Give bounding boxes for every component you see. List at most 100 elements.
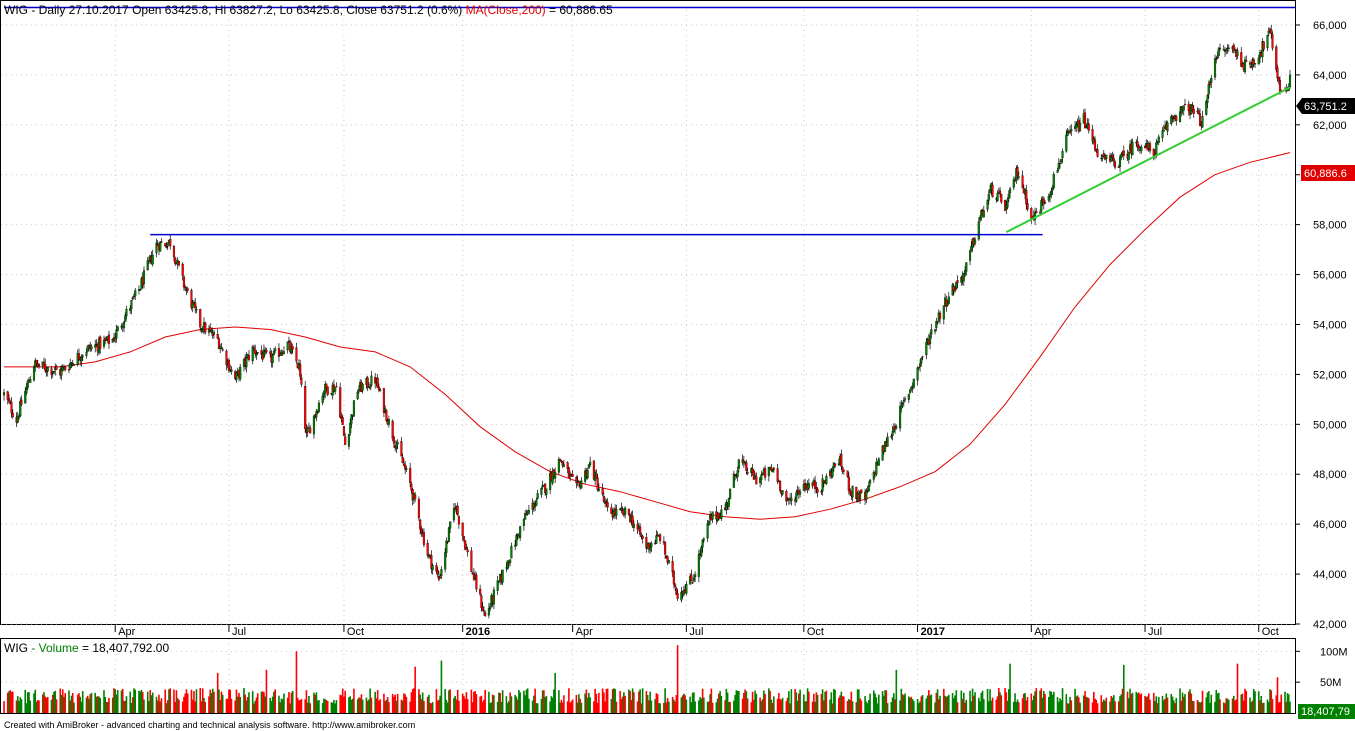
candle: [597, 483, 600, 492]
candle-body: [1091, 129, 1094, 142]
volume-header-symbol: WIG: [4, 641, 28, 655]
volume-bar: [1215, 689, 1218, 713]
volume-bar: [143, 699, 145, 713]
volume-bar: [445, 699, 448, 713]
volume-bar: [803, 694, 805, 713]
volume-bar: [426, 696, 429, 713]
candle-body: [676, 593, 679, 599]
candle-body: [1112, 158, 1115, 162]
candle-body: [859, 491, 862, 500]
volume-bar: [935, 692, 938, 713]
candle-body: [50, 368, 53, 375]
volume-bar: [544, 697, 546, 713]
volume-bar: [710, 688, 713, 713]
volume-bar: [326, 700, 329, 713]
candle-body: [1266, 34, 1269, 49]
candle-body: [934, 329, 937, 332]
volume-bar: [891, 697, 894, 713]
volume-bar: [550, 696, 553, 713]
candle-body: [729, 488, 732, 500]
volume-bar: [314, 694, 316, 713]
volume-bar: [1077, 697, 1080, 713]
candle-body: [595, 473, 598, 479]
volume-bar: [718, 693, 720, 713]
candle: [580, 477, 583, 489]
volume-bar: [348, 697, 350, 713]
candle-body: [645, 537, 648, 549]
volume-bar: [60, 694, 63, 713]
volume-bar: [944, 695, 946, 713]
candle-body: [334, 387, 337, 392]
volume-bar: [99, 698, 102, 713]
candle-body: [1205, 101, 1208, 115]
candle: [831, 466, 834, 479]
volume-bar: [851, 701, 854, 713]
volume-bar: [1269, 689, 1271, 713]
candle-body: [400, 441, 403, 457]
volume-bar: [1094, 698, 1096, 713]
volume-bar: [226, 698, 229, 713]
volume-bar: [623, 692, 625, 713]
volume-bar: [1051, 694, 1054, 713]
volume-bar: [344, 690, 346, 713]
candle-body: [586, 470, 589, 479]
volume-bar: [1267, 702, 1270, 713]
candle-body: [610, 507, 613, 514]
volume-bar: [1161, 695, 1164, 713]
candle-body: [1117, 166, 1120, 168]
volume-bar: [34, 689, 37, 713]
volume-bar: [1135, 691, 1138, 713]
volume-bar: [666, 698, 669, 713]
volume-bar: [271, 696, 274, 713]
volume-bar: [829, 699, 831, 713]
candle-body: [439, 576, 442, 579]
volume-bar: [491, 694, 494, 713]
volume-bar: [833, 688, 835, 713]
candle: [1215, 55, 1218, 64]
volume-bar: [1217, 692, 1220, 713]
candle: [1253, 62, 1257, 68]
volume-bar: [1275, 695, 1278, 713]
volume-bar: [29, 700, 32, 713]
volume-bar: [1140, 693, 1143, 713]
volume-bar: [174, 701, 177, 713]
candle: [1207, 80, 1210, 99]
candle-body: [2, 392, 6, 396]
volume-bar: [986, 688, 989, 713]
candle-body: [177, 261, 181, 266]
volume-bar: [210, 693, 213, 713]
volume-bar: [708, 701, 710, 713]
last-price-tag: 63,751.2: [1296, 98, 1355, 114]
candle: [1210, 75, 1213, 89]
candle: [391, 419, 394, 442]
volume-bar: [700, 698, 703, 713]
volume-bar: [664, 688, 666, 713]
candle: [1043, 200, 1047, 205]
volume-bar: [970, 701, 973, 713]
volume-bar: [588, 692, 590, 713]
candle-body: [122, 321, 126, 329]
candle-body: [930, 329, 933, 335]
candle-body: [559, 458, 562, 461]
volume-bar: [414, 666, 416, 713]
candle: [160, 238, 163, 243]
candle-body: [701, 539, 704, 548]
volume-bar: [286, 697, 289, 713]
candle-body: [1262, 41, 1265, 50]
candle: [146, 257, 149, 271]
candle: [1127, 151, 1130, 164]
volume-bar: [523, 690, 525, 713]
candle-body: [655, 535, 658, 544]
candle: [767, 466, 770, 482]
candlestick-layer: [2, 24, 1292, 619]
candle-body: [942, 305, 945, 320]
candle: [760, 470, 763, 485]
volume-bar: [133, 688, 135, 713]
candle-body: [487, 607, 490, 616]
candle-body: [1257, 57, 1260, 65]
volume-bar: [121, 688, 124, 713]
candle-body: [447, 527, 450, 543]
candle: [1252, 57, 1255, 67]
volume-bar: [331, 702, 334, 713]
candle: [867, 481, 870, 493]
